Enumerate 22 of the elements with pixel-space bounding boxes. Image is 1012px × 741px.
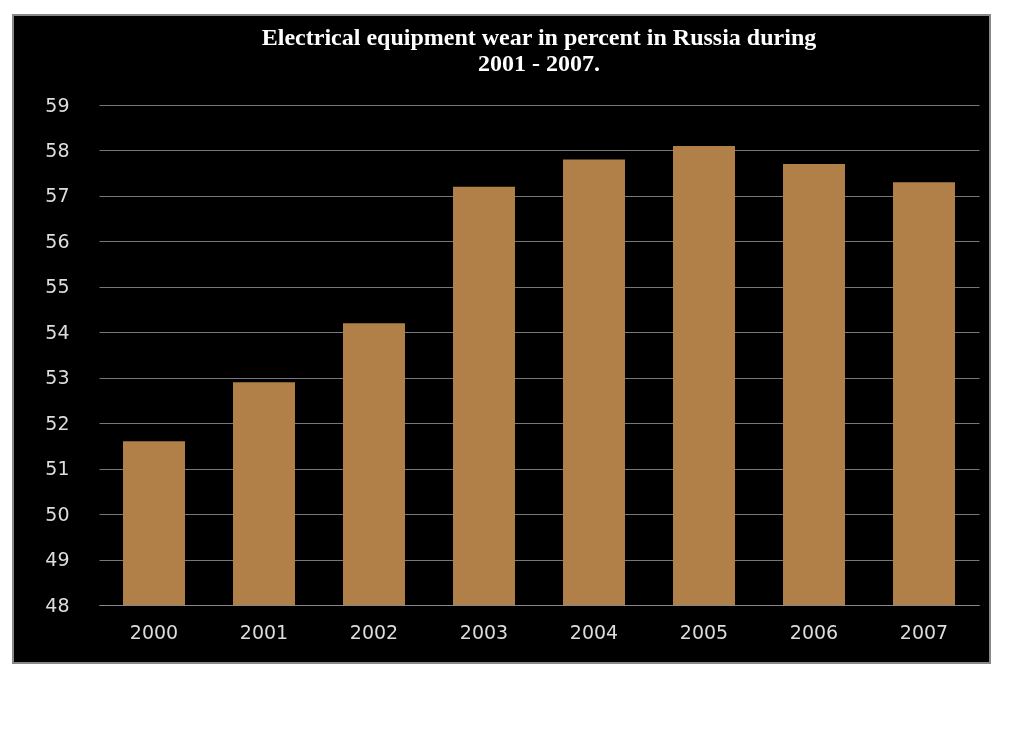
y-tick-label: 57 — [45, 184, 70, 207]
y-tick-label: 53 — [45, 366, 70, 389]
x-tick-label: 2005 — [679, 620, 729, 643]
y-tick-label: 59 — [45, 93, 70, 116]
x-tick-label: 2002 — [349, 620, 399, 643]
text: Electrical equipment wear in percent in Russia during — [261, 24, 817, 50]
y-tick-label: 54 — [45, 320, 70, 343]
x-tick-label: 2007 — [899, 620, 949, 643]
x-tick-label: 2000 — [129, 620, 179, 643]
y-tick-label: 56 — [45, 229, 70, 252]
y-tick-label: 58 — [45, 138, 70, 161]
y-tick-label: 55 — [45, 275, 70, 298]
y-tick-label: 52 — [45, 411, 70, 434]
x-tick-label: 2003 — [459, 620, 509, 643]
y-tick-label: 51 — [45, 457, 70, 480]
x-tick-label: 2001 — [239, 620, 289, 643]
y-tick-label: 50 — [45, 502, 70, 525]
text: 2001 - 2007. — [478, 50, 600, 76]
y-tick-label: 48 — [45, 593, 70, 616]
x-tick-label: 2004 — [569, 620, 619, 643]
y-tick-label: 49 — [45, 548, 70, 571]
x-tick-label: 2006 — [789, 620, 839, 643]
